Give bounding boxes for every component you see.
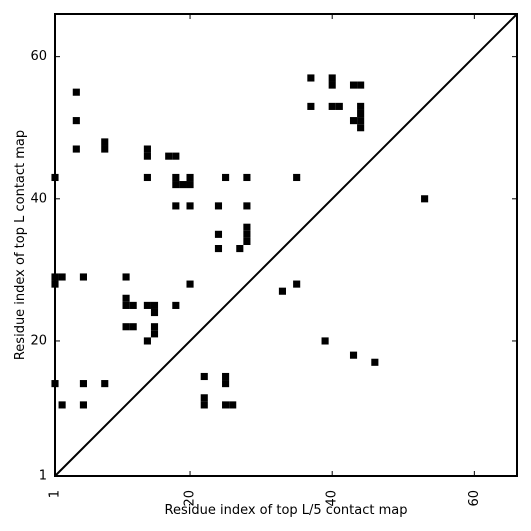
contact-cell (421, 195, 429, 203)
contact-cell (243, 202, 251, 210)
contact-cell (222, 401, 230, 409)
contact-cell (101, 138, 109, 146)
contact-cell (214, 245, 223, 253)
contact-cell (349, 81, 358, 89)
contact-cell (200, 401, 208, 409)
contact-cell (229, 401, 237, 409)
contact-cell (328, 74, 336, 82)
contact-cell (150, 301, 159, 309)
contact-cell (349, 351, 358, 359)
contact-cell (307, 102, 315, 110)
contact-cell (186, 181, 194, 189)
contact-cell (186, 280, 194, 288)
y-tick-label: 60 (30, 49, 47, 64)
contact-cell (143, 152, 151, 160)
contact-cell (72, 88, 80, 96)
contact-cell (357, 117, 365, 125)
contact-cell (357, 81, 365, 89)
contact-cell (101, 145, 109, 153)
contact-cell (58, 401, 66, 409)
contact-cell (143, 145, 151, 153)
contact-cell (328, 81, 336, 89)
contact-cell (236, 245, 244, 253)
y-axis-label: Residue index of top L contact map (13, 130, 28, 360)
contact-cell (72, 145, 80, 153)
contact-cell (371, 358, 379, 366)
contact-cell (101, 380, 109, 388)
contact-cell (122, 301, 130, 309)
x-axis-label: Residue index of top L/5 contact map (165, 503, 408, 518)
contact-cell (200, 394, 208, 402)
contact-cell (172, 301, 180, 309)
contact-cell (179, 181, 187, 189)
contact-cell (243, 230, 251, 238)
contact-cell (222, 380, 230, 388)
contact-cell (165, 152, 173, 160)
contact-cell (150, 330, 159, 338)
contact-cell (122, 273, 130, 281)
contact-cell (357, 102, 365, 110)
contact-cell (143, 173, 151, 182)
contact-cell (278, 287, 286, 295)
contact-cell (79, 401, 87, 409)
contact-cell (172, 202, 180, 210)
contact-cell (293, 173, 301, 182)
contact-cell (72, 117, 80, 125)
contact-cell (143, 337, 151, 345)
contact-cell (357, 124, 365, 132)
contact-cell (243, 173, 251, 182)
y-tick-label: 20 (30, 333, 47, 348)
contact-cell (328, 102, 336, 110)
diagonal-line (54, 13, 518, 477)
contact-cell (172, 152, 180, 160)
contact-cell (58, 273, 66, 281)
contact-cell (79, 380, 87, 388)
contact-cell (143, 301, 151, 309)
contact-cells (51, 74, 429, 409)
contact-cell (222, 173, 230, 182)
contact-cell (321, 337, 329, 345)
contact-cell (214, 230, 223, 238)
contact-cell (307, 74, 315, 82)
y-tick-label: 1 (39, 469, 47, 484)
contact-cell (172, 181, 180, 189)
contact-cell (150, 323, 159, 331)
contact-cell (214, 202, 223, 210)
contact-cell (129, 301, 137, 309)
contact-cell (79, 273, 87, 281)
contact-cell (335, 102, 343, 110)
contact-cell (243, 237, 251, 245)
contact-cell (222, 372, 230, 381)
x-tick-label: 1 (48, 490, 63, 498)
contact-cell (150, 308, 159, 317)
axis-ticks: 1 20 40 60 1 20 40 60 (30, 14, 517, 507)
contact-cell (172, 173, 180, 182)
x-tick-label: 60 (467, 490, 482, 507)
contact-cell (200, 372, 208, 381)
contact-cell (186, 173, 194, 182)
contact-cell (349, 117, 358, 125)
contact-cell (293, 280, 301, 288)
contact-cell (122, 294, 130, 302)
contact-cell (122, 323, 130, 331)
y-tick-label: 40 (30, 191, 47, 206)
plot-frame (54, 13, 518, 477)
x-tick-label: 20 (183, 490, 198, 507)
contact-cell (357, 109, 365, 118)
x-tick-label: 40 (325, 490, 340, 507)
contact-cell (186, 202, 194, 210)
contact-cell (243, 223, 251, 231)
contact-cell (129, 323, 137, 331)
